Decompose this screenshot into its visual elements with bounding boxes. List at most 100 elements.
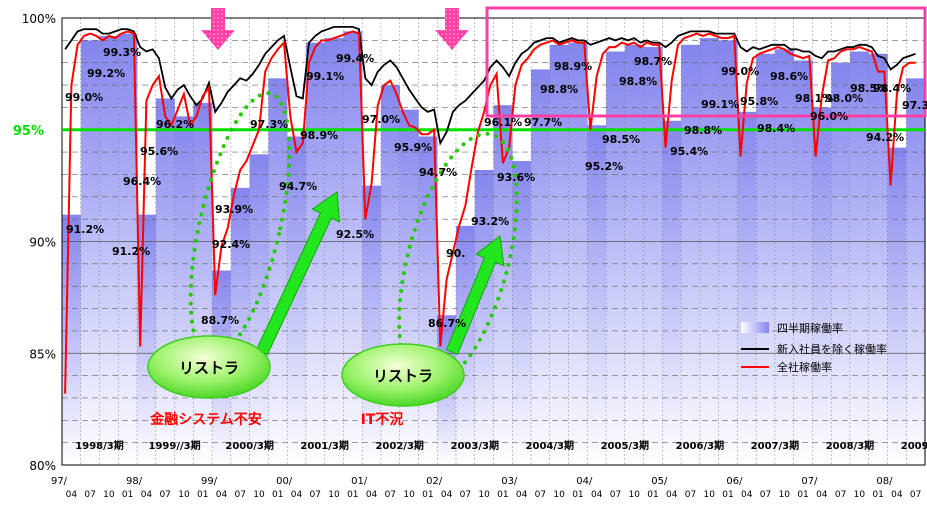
quarterly-bar [418, 136, 438, 465]
quarterly-bar [606, 51, 626, 466]
x-month-label: 04 [591, 490, 603, 500]
x-month-label: 01 [197, 490, 208, 500]
quarterly-bar [80, 40, 100, 465]
value-label: 95.8% [740, 95, 778, 108]
quarterly-bar [268, 78, 288, 465]
legend-label-total: 全社稼働率 [777, 360, 832, 374]
x-month-label: 04 [441, 490, 453, 500]
value-label: 96.4% [123, 175, 161, 188]
value-label: 99.2% [87, 67, 125, 80]
dotted-ellipse [397, 131, 519, 389]
value-label: 98.7% [634, 55, 672, 68]
line-total-utilization [64, 30, 916, 394]
quarterly-bar [662, 120, 682, 465]
value-label: 98.8% [540, 83, 578, 96]
x-month-label: 07 [310, 490, 321, 500]
x-month-label: 07 [835, 490, 846, 500]
x-month-label: 01 [497, 490, 508, 500]
fiscal-period-label: 2004/3期 [526, 439, 574, 452]
value-label: 99.0% [721, 65, 759, 78]
value-label: 95.6% [140, 145, 178, 158]
x-month-label: 07 [760, 490, 771, 500]
y-tick-label: 95% [13, 124, 44, 139]
x-month-label: 07 [159, 490, 170, 500]
x-month-label: 10 [779, 490, 791, 500]
restructuring-label-2: リストラ [373, 367, 433, 385]
value-label: 88.7% [201, 314, 239, 327]
value-label: 90. [446, 247, 466, 260]
value-label: 98.9% [300, 129, 338, 142]
quarterly-bar [512, 161, 532, 466]
x-month-label: 01 [797, 490, 808, 500]
x-month-label: 04 [666, 490, 678, 500]
fiscal-period-label: 1999//3期 [149, 439, 201, 452]
x-month-label: 07 [910, 490, 921, 500]
quarterly-bar [681, 44, 701, 465]
x-year-label: 02/ [426, 476, 443, 487]
x-month-label: 01 [422, 490, 433, 500]
legend: 四半期稼働率 新入社員を除く稼働率 全社稼働率 [741, 321, 887, 374]
x-month-label: 07 [84, 490, 95, 500]
plot-frame [61, 17, 926, 466]
fiscal-period-label: 2000/3期 [225, 439, 273, 452]
x-month-label: 10 [854, 490, 866, 500]
x-month-label: 01 [647, 490, 658, 500]
value-label: 99.0% [65, 91, 103, 104]
quarterly-bar [887, 147, 907, 465]
fiscal-period-label: 2006/3期 [676, 439, 724, 452]
value-label: 93.9% [215, 203, 253, 216]
quarterly-bar [906, 78, 926, 465]
value-label: 98.5% [602, 133, 640, 146]
value-label: 93.6% [497, 171, 535, 184]
x-year-label: 08/ [876, 476, 893, 487]
quarterly-bar [568, 42, 588, 466]
y-tick-label: 100% [22, 12, 56, 26]
x-year-label: 05/ [651, 476, 668, 487]
value-label: 97.3% [250, 118, 288, 131]
value-label: 95.9% [394, 141, 432, 154]
value-label: 86.7% [428, 317, 466, 330]
quarterly-bar [474, 169, 494, 466]
x-month-label: 10 [103, 490, 115, 500]
value-label: 99.1% [701, 98, 739, 111]
x-month-label: 10 [253, 490, 265, 500]
quarterly-bar [737, 111, 757, 466]
quarterly-bar [549, 44, 569, 465]
x-month-label: 10 [328, 490, 340, 500]
x-month-label: 10 [478, 490, 490, 500]
fiscal-period-label: 2005/3期 [601, 439, 649, 452]
value-label: 92.4% [212, 238, 250, 251]
quarterly-bar [793, 60, 813, 466]
quarterly-bar [643, 47, 663, 466]
x-month-label: 01 [122, 490, 133, 500]
quarterly-bar [774, 49, 794, 465]
x-month-label: 01 [722, 490, 733, 500]
quarterly-bar [831, 62, 851, 465]
x-month-label: 07 [385, 490, 396, 500]
value-label: 94.7% [419, 166, 457, 179]
x-month-label: 04 [141, 490, 153, 500]
quarterly-bar [324, 38, 344, 466]
x-month-label: 10 [403, 490, 415, 500]
legend-label-quarterly: 四半期稼働率 [777, 321, 843, 335]
value-label: 98.4% [757, 122, 795, 135]
value-label: 96.0% [810, 110, 848, 123]
value-label: 98.8% [684, 124, 722, 137]
quarterly-bar [287, 136, 307, 465]
green-up-arrow [445, 235, 505, 355]
value-label: 91.2% [66, 223, 104, 236]
quarterly-bar [493, 105, 513, 465]
y-tick-label: 85% [29, 347, 56, 361]
value-label: 92.5% [336, 228, 374, 241]
x-month-label: 04 [291, 490, 303, 500]
x-month-label: 01 [872, 490, 883, 500]
value-label: 96.2% [156, 118, 194, 131]
x-month-label: 04 [516, 490, 528, 500]
quarterly-bar [531, 69, 551, 465]
x-year-label: 01/ [351, 476, 368, 487]
value-label: 98.4% [873, 82, 911, 95]
restructuring-callout-2: リストラ [341, 343, 465, 407]
value-label: 98.6% [770, 70, 808, 83]
fiscal-period-label: 2009/3期 [901, 439, 927, 452]
